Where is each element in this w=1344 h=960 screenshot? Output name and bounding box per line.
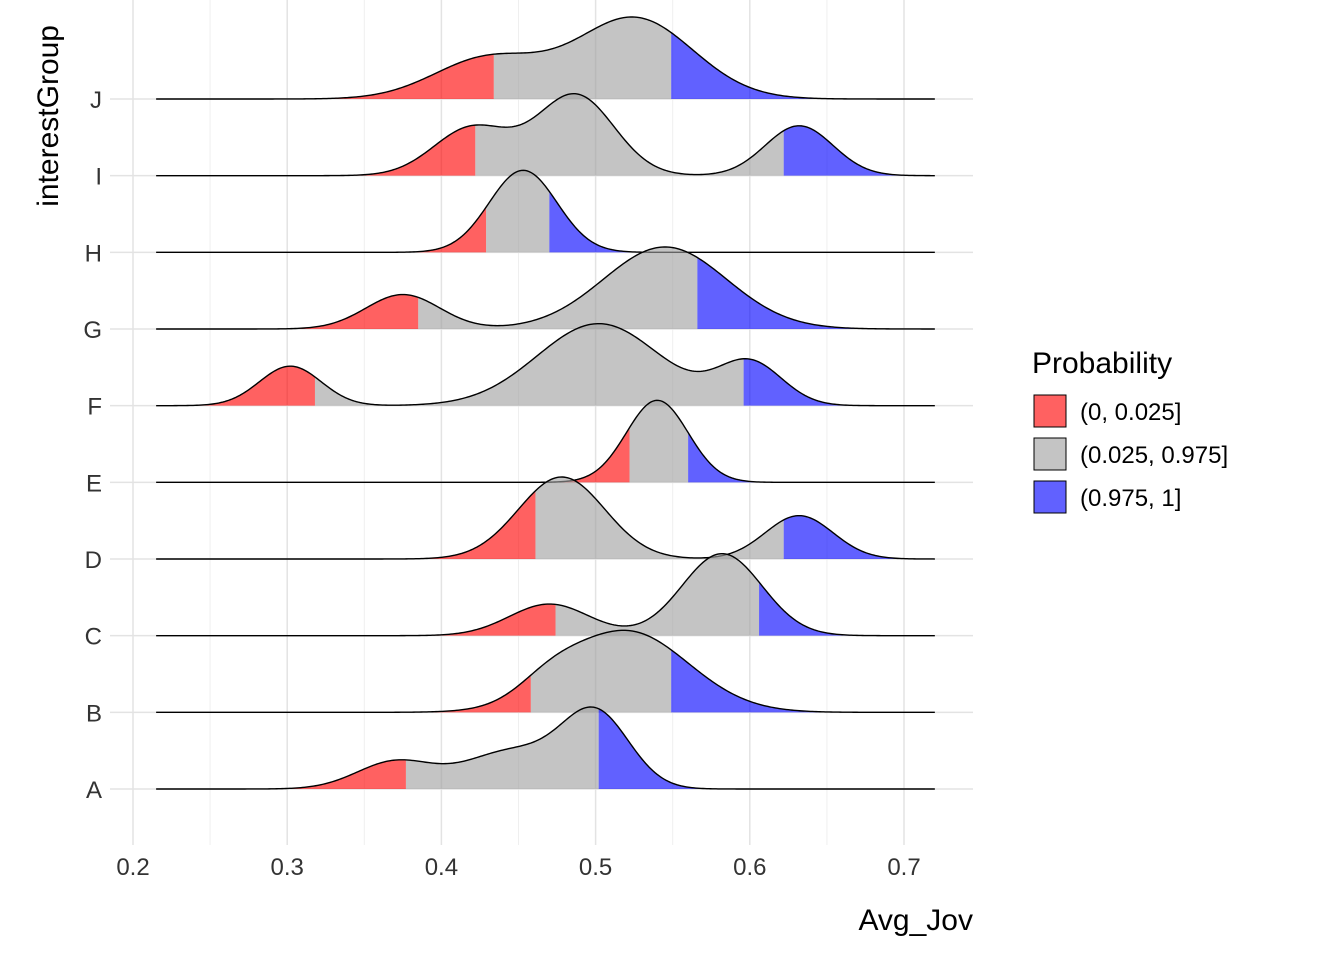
x-tick-label: 0.7 [887,854,920,881]
ridge-E-tail-low-area [156,427,630,483]
ridge-E-outline [156,399,935,484]
y-tick-label: F [87,394,102,421]
ridge-I-outline [156,92,935,177]
ridge-J-tail-high-area [671,32,935,99]
ridge-J-outline [156,16,935,100]
x-tick-label: 0.4 [425,854,458,881]
ridge-I-tail-low-area [156,125,476,176]
y-tick-label: B [86,700,102,727]
ridge-C-outline [156,552,935,637]
ridge-D-tail-low-area [156,490,536,559]
ridge-F-central-area [314,323,744,406]
ridge-I [156,92,935,177]
ridge-F-tail-low-area [156,366,315,406]
ridge-I-tail-high-area [783,125,935,176]
y-tick-label: E [86,470,102,497]
ridge-A-outline [156,706,935,790]
x-axis-ticks: 0.2 0.3 0.4 0.5 0.6 0.7 [116,854,920,881]
y-axis-title: interestGroup [32,25,65,207]
x-axis-title: Avg_Jov [858,904,973,937]
legend-label: (0.975, 1] [1080,485,1181,512]
ridge-A [156,706,935,790]
y-tick-label: A [86,777,102,804]
ridge-H [156,169,935,254]
y-tick-label: D [85,547,102,574]
ridge-H-tail-high-area [549,191,935,253]
ridge-B-outline [156,629,935,714]
ridge-C-tail-low-area [156,604,556,636]
ridge-A-tail-high-area [598,708,935,789]
ridge-E [156,399,935,484]
x-tick-label: 0.3 [271,854,304,881]
ridge-E-tail-high-area [688,432,935,483]
ridge-G-central-area [418,247,698,329]
legend-label: (0.025, 0.975] [1080,442,1228,469]
ridge-D-outline [156,476,935,560]
ridge-G-tail-high-area [697,257,935,329]
legend-swatch [1033,480,1067,514]
ridge-A-central-area [405,707,599,789]
ridge-F-tail-high-area [743,358,935,406]
ridge-H-outline [156,169,935,254]
ridge-D-central-area [535,477,784,559]
x-tick-label: 0.2 [116,854,149,881]
ridge-I-central-area [475,93,784,176]
ridge-G [156,246,935,330]
ridge-D [156,476,935,560]
y-axis-ticks: A B C D E F G H I J [83,87,102,804]
ridge-E-central-area [629,400,689,483]
y-tick-label: G [83,317,102,344]
y-tick-label: H [85,240,102,267]
legend-title: Probability [1032,347,1172,380]
ridge-C [156,552,935,637]
ridge-B-central-area [530,630,672,713]
y-tick-label: J [90,87,102,114]
y-tick-label: C [85,624,102,651]
x-tick-label: 0.5 [579,854,612,881]
legend-swatch [1033,437,1067,471]
ridge-J [156,16,935,100]
ridge-G-tail-low-area [156,294,419,329]
x-tick-label: 0.6 [733,854,766,881]
legend: Probability (0, 0.025] (0.025, 0.975] (0.9… [1032,347,1228,514]
ridge-C-central-area [555,553,760,636]
ridge-B-tail-low-area [156,675,531,713]
ridge-C-tail-high-area [759,582,935,636]
ridge-A-tail-low-area [156,759,406,789]
y-tick-label: I [95,164,102,191]
ridge-F-outline [156,322,935,407]
ridge-J-central-area [493,17,672,99]
ridge-J-tail-low-area [156,54,494,99]
ridge-H-tail-low-area [156,207,487,253]
ridge-F [156,322,935,407]
ridge-H-central-area [486,170,550,253]
ridge-B [156,629,935,714]
legend-label: (0, 0.025] [1080,399,1181,426]
legend-swatch [1033,394,1067,428]
ridge-D-tail-high-area [783,515,935,559]
ridge-G-outline [156,246,935,330]
density-ridges [156,16,935,790]
